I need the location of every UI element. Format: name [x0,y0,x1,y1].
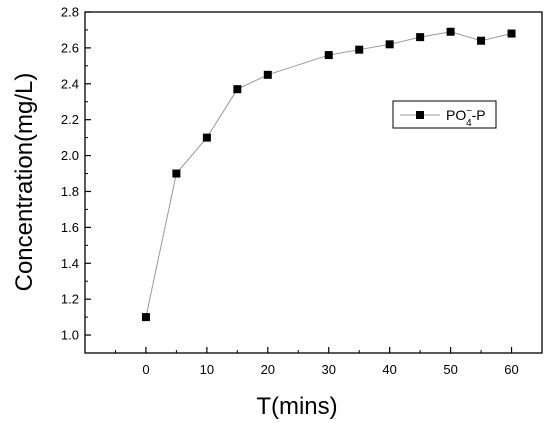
y-tick-label: 1.6 [61,220,79,235]
data-point [385,40,394,49]
data-point [507,29,516,38]
data-point [416,33,425,42]
y-tick-label: 1.8 [61,184,79,199]
data-point [233,85,242,94]
data-point [477,36,486,45]
legend-marker [416,111,424,119]
legend-label-superscript: − [466,106,472,117]
y-tick-label: 1.0 [61,328,79,343]
y-tick-label: 1.2 [61,292,79,307]
series-line [145,31,512,318]
data-point [355,45,364,54]
series-markers [141,27,516,322]
y-tick-label: 1.4 [61,256,79,271]
x-axis-ticks: 0 10 20 30 40 50 60 [114,347,543,377]
data-point [324,51,333,60]
y-tick-label: 2.4 [61,76,79,91]
x-tick-label: 50 [443,362,457,377]
x-tick-label: 60 [504,362,518,377]
y-tick-label: 2.2 [61,112,79,127]
x-tick-label: 30 [321,362,335,377]
y-axis-title: Concentration(mg/L) [11,73,38,292]
data-point [446,27,455,36]
y-tick-label: 2.8 [61,5,79,20]
data-point [263,70,272,79]
x-axis-title: T(mins) [256,393,337,420]
x-tick-label: 40 [382,362,396,377]
y-axis-ticks: 1.0 1.2 1.4 1.6 1.8 2.0 2.2 2.4 2.6 2.8 [61,5,91,343]
x-tick-label: 10 [200,362,214,377]
data-point [141,313,150,322]
plot-frame [84,11,543,354]
legend-label-subscript: 4 [466,118,472,129]
data-point [172,169,181,178]
x-tick-label: 20 [261,362,275,377]
legend: PO− 4-P [392,100,497,129]
y-tick-label: 2.0 [61,148,79,163]
data-point [202,133,211,142]
legend-label: PO− 4-P [446,106,486,129]
x-tick-label: 0 [142,362,149,377]
legend-label-suffix: -P [472,107,486,123]
legend-label-base: PO [446,107,466,123]
y-tick-label: 2.6 [61,40,79,55]
